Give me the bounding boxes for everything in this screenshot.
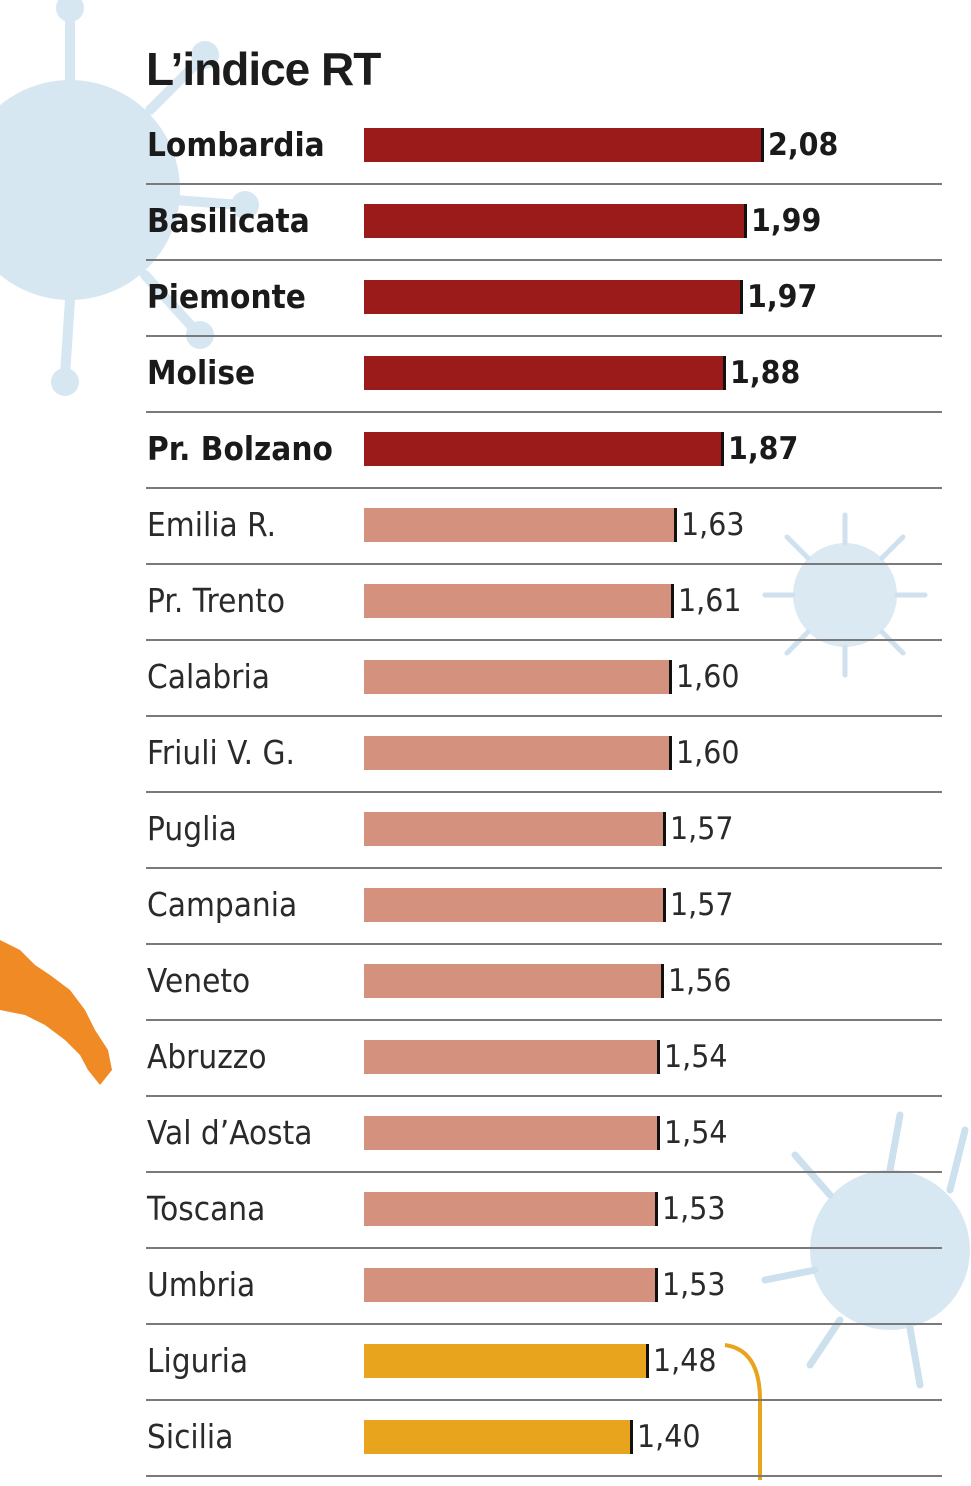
rt-value-label: 1,53 [662,1191,726,1227]
region-label: Lombardia [147,125,325,164]
region-label: Pr. Trento [147,581,286,620]
region-label: Veneto [147,961,251,1000]
region-label: Abruzzo [147,1037,267,1076]
rt-value-label: 1,53 [662,1267,726,1303]
bar-row: Calabria 1,60 [0,641,971,717]
rt-value-label: 1,40 [637,1419,701,1455]
rt-bar [364,1116,660,1150]
bar-row: Pr. Bolzano 1,87 [0,413,971,489]
rt-bar [364,280,743,314]
row-divider [146,259,942,261]
row-divider [146,1019,942,1021]
region-label: Piemonte [147,277,306,316]
bar-row: Sicilia 1,40 [0,1401,971,1477]
rt-value-label: 1,48 [653,1343,717,1379]
row-divider [146,1247,942,1249]
rt-value-label: 1,57 [670,811,734,847]
rt-bar [364,128,764,162]
rt-bar [364,812,666,846]
region-label: Friuli V. G. [147,733,295,772]
row-divider [146,1475,942,1477]
region-label: Val d’Aosta [147,1113,313,1152]
region-label: Basilicata [147,201,310,240]
bar-row: Piemonte 1,97 [0,261,971,337]
region-label: Puglia [147,809,237,848]
rt-value-label: 1,88 [730,355,801,391]
row-divider [146,411,942,413]
bar-row: Lombardia 2,08 [0,109,971,185]
rt-bar [364,1344,649,1378]
rt-value-label: 1,63 [681,507,745,543]
rt-bar [364,584,674,618]
row-divider [146,1095,942,1097]
rt-value-label: 1,61 [678,583,742,619]
row-divider [146,563,942,565]
rt-bar [364,736,672,770]
bar-row: Umbria 1,53 [0,1249,971,1325]
row-divider [146,867,942,869]
rt-bar [364,1420,633,1454]
bar-row: Veneto 1,56 [0,945,971,1021]
rt-value-label: 2,08 [768,127,839,163]
bar-row: Molise 1,88 [0,337,971,413]
row-divider [146,487,942,489]
row-divider [146,183,942,185]
region-label: Sicilia [147,1417,234,1456]
rt-bar [364,660,672,694]
row-divider [146,1171,942,1173]
rt-value-label: 1,54 [664,1039,728,1075]
rt-bar [364,964,664,998]
rt-value-label: 1,97 [747,279,818,315]
row-divider [146,1399,942,1401]
rt-bar [364,1040,660,1074]
region-label: Campania [147,885,298,924]
rt-bar [364,1192,658,1226]
bar-row: Abruzzo 1,54 [0,1021,971,1097]
rt-bar [364,1268,658,1302]
row-divider [146,943,942,945]
rt-value-label: 1,60 [676,735,740,771]
bar-row: Basilicata 1,99 [0,185,971,261]
row-divider [146,715,942,717]
row-divider [146,335,942,337]
bar-row: Val d’Aosta 1,54 [0,1097,971,1173]
row-divider [146,1323,942,1325]
rt-bar [364,888,666,922]
row-divider [146,791,942,793]
chart-title: L’indice RT [146,43,381,95]
bar-row: Puglia 1,57 [0,793,971,869]
rt-bar [364,432,724,466]
bar-row: Liguria 1,48 [0,1325,971,1401]
bar-row: Emilia R. 1,63 [0,489,971,565]
rt-bar [364,204,747,238]
region-label: Pr. Bolzano [147,429,333,468]
rt-value-label: 1,99 [751,203,822,239]
rt-bar [364,508,677,542]
region-label: Toscana [147,1189,266,1228]
bar-row: Friuli V. G. 1,60 [0,717,971,793]
region-label: Molise [147,353,256,392]
region-label: Emilia R. [147,505,277,544]
bar-row: Campania 1,57 [0,869,971,945]
rt-value-label: 1,57 [670,887,734,923]
region-label: Umbria [147,1265,256,1304]
row-divider [146,639,942,641]
rt-value-label: 1,60 [676,659,740,695]
bar-row: Toscana 1,53 [0,1173,971,1249]
rt-value-label: 1,54 [664,1115,728,1151]
rt-value-label: 1,56 [668,963,732,999]
region-label: Calabria [147,657,270,696]
rt-value-label: 1,87 [728,431,799,467]
bar-row: Pr. Trento 1,61 [0,565,971,641]
rt-bar [364,356,726,390]
region-label: Liguria [147,1341,249,1380]
